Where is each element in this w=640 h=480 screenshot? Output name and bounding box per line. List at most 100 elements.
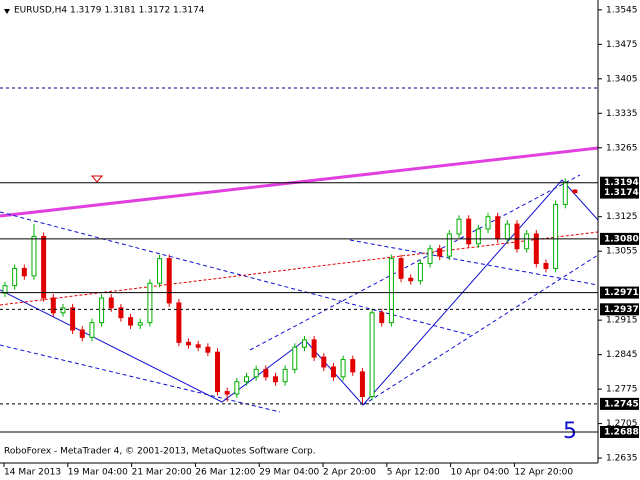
candle-body [89,322,95,338]
price-label: 1.2688 [604,427,639,437]
candle-body [79,329,85,338]
chart-title: EURUSD,H4 1.3179 1.3181 1.3172 1.3174 [14,6,205,16]
candle-body [359,371,365,398]
arrow-icon [90,175,104,183]
candle-body [272,376,278,383]
candle-body [215,351,221,393]
candle-body [514,223,520,250]
price-label: 1.2745 [604,399,639,409]
x-tick-label: 14 Mar 2013 [4,468,61,478]
candle-body [311,339,317,358]
candle-body [301,339,307,348]
candle-body [41,235,47,299]
candle-body [475,228,481,245]
x-tick-label: 29 Mar 04:00 [259,468,319,478]
candle-body [234,381,240,395]
trend-line [0,146,598,218]
candle-body [369,312,375,398]
candle-body [321,356,327,368]
candle-body [427,248,433,265]
candle-body [99,297,105,324]
candle-body [253,368,259,378]
candle-body [2,285,8,294]
price-label: 1.2971 [604,288,639,298]
candle-body [417,263,423,282]
price-label-box [600,286,639,299]
candle-body [205,346,211,353]
candle-body [408,277,414,282]
y-tick-label: 1.3125 [606,212,638,222]
candle-body [244,376,249,383]
x-tick-label: 12 Apr 20:00 [514,468,573,478]
y-tick-label: 1.3475 [606,40,638,50]
candle-body [224,391,230,395]
candle-body [137,322,143,326]
candle-body [466,218,472,245]
channel-line [0,344,281,413]
candle-body [562,181,568,205]
candle-body [176,302,182,343]
candles [2,178,578,404]
candle-body [340,359,346,378]
candle-body [70,307,76,331]
x-tick-label: 26 Mar 12:00 [195,468,255,478]
y-tick-label: 1.2635 [606,454,638,464]
channel-line [362,254,598,406]
candle-body [504,223,510,240]
candle-body [572,189,578,194]
candle-body [292,346,298,370]
x-tick-label: 19 Mar 04:00 [68,468,128,478]
candle-body [437,248,443,257]
channel-line [349,239,598,286]
candle-body [118,307,124,319]
y-tick-label: 1.2775 [606,385,638,395]
price-label-box [600,303,639,316]
candle-body [128,317,134,326]
candle-body [21,267,27,277]
x-tick-label: 2 Apr 20:00 [323,468,376,478]
candle-body [263,368,269,378]
candle-body [495,216,501,240]
candle-body [398,258,404,279]
candle-body [31,235,37,277]
price-label: 1.2937 [604,305,639,315]
candle-body [388,258,394,324]
channel-line [0,211,471,336]
footer: RoboForex - MetaTrader 4, © 2001-2013, M… [4,447,316,457]
channel-line [249,174,581,351]
x-tick-label: 10 Apr 04:00 [451,468,510,478]
candle-body [533,233,539,265]
candle-body [186,341,192,346]
candle-body [485,216,491,230]
y-tick-label: 1.2915 [606,316,638,326]
price-label-box [600,232,639,245]
y-tick-label: 1.2705 [606,419,638,429]
y-tick-label: 1.3055 [606,247,638,257]
candle-body [157,258,163,284]
price-label: 1.3194 [604,178,639,188]
candle-body [524,233,530,250]
candle-body [147,282,153,324]
price-label: 1.3174 [604,188,639,198]
y-tick-label: 1.3265 [606,143,638,153]
candle-body [543,263,549,269]
price-label-box [600,425,639,438]
candle-body [108,297,114,309]
candle-body [446,233,452,257]
price-label-box [600,397,639,410]
x-tick-label: 5 Apr 12:00 [387,468,440,478]
candle-body [50,297,56,314]
y-tick-label: 1.2845 [606,350,638,360]
x-tick-label: 21 Mar 20:00 [132,468,192,478]
y-tick-label: 1.3545 [606,5,638,15]
y-tick-label: 1.3335 [606,109,638,119]
candle-body [60,307,66,314]
candle-body [379,312,385,324]
price-label-box [600,176,639,189]
candle-body [195,344,201,348]
candle-body [350,359,356,373]
y-tick-label: 1.3405 [606,74,638,84]
candle-body [456,218,462,235]
